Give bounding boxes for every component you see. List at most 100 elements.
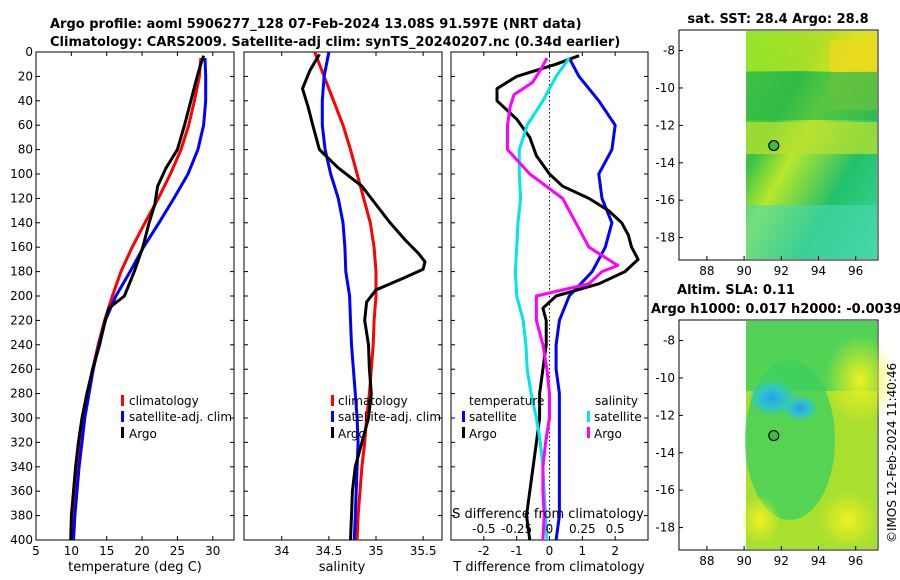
s-tick-label: -0.5	[472, 522, 495, 536]
temperature-lines	[69, 55, 208, 540]
salinity-panel: 34 34.5 35 35.5 salinity climatology satell…	[243, 51, 443, 575]
y-tick-label: 40	[18, 94, 33, 108]
legend-swatch-argo	[121, 427, 124, 438]
y-tick-label: 200	[10, 289, 33, 303]
x-tick-label: 20	[134, 544, 149, 558]
sst-map-panel: sat. SST: 28.4 Argo: 28.8 88 90 92 94 96 -8 -1…	[655, 12, 879, 278]
map-y-tick-label: -18	[655, 521, 675, 535]
x-tick-label: -1	[511, 544, 523, 558]
map-x-tick-label: 92	[774, 264, 789, 278]
s-tick-label: 0	[546, 522, 554, 536]
legend-label-s-satellite: satellite	[594, 410, 642, 424]
legend-label-t-satellite: satellite	[469, 410, 517, 424]
sla-yellow-south	[818, 492, 878, 548]
map-y-tick-label: -14	[655, 446, 675, 460]
x-tick-label: 15	[99, 544, 114, 558]
x-tick-label: 10	[64, 544, 79, 558]
map-x-tick-label: 94	[811, 554, 826, 568]
series-argo	[301, 53, 427, 540]
map-x-tick-label: 96	[848, 264, 863, 278]
salinity-legend: climatology satellite-adj. clim Argo	[331, 394, 441, 441]
legend-label-satellite: satellite-adj. clim	[338, 410, 441, 424]
depth-axis: 0 20 40 60 80 100 120 140 160 180 200 220 240 260 280 3…	[10, 45, 234, 547]
x-tick-label: -2	[478, 544, 490, 558]
y-tick-label: 340	[10, 460, 33, 474]
x-tick-label: 30	[205, 544, 220, 558]
y-tick-label: 400	[10, 533, 33, 547]
y-tick-label: 160	[10, 240, 33, 254]
difference-legend: temperature satellite Argo salinity sate…	[462, 394, 642, 441]
legend-label-argo: Argo	[129, 427, 157, 441]
y-tick-label: 320	[10, 435, 33, 449]
map-y-tick-label: -12	[655, 408, 675, 422]
x-tick-label: 35	[368, 544, 383, 558]
legend-label-argo: Argo	[338, 427, 366, 441]
legend-label-climatology: climatology	[338, 394, 408, 408]
salinity-axes-box	[243, 51, 443, 541]
sst-field	[746, 31, 877, 259]
difference-lines	[495, 54, 640, 540]
x-tick-label: 34	[274, 544, 289, 558]
legend-swatch-argo	[331, 427, 334, 438]
map-y-tick-label: -12	[655, 118, 675, 132]
s-tick-label: 0.25	[569, 522, 596, 536]
temperature-legend: climatology satellite-adj. clim Argo	[121, 394, 232, 441]
sla-map-panel: Altim. SLA: 0.11 Argo h1000: 0.017 h2000…	[651, 283, 900, 568]
y-tick-label: 100	[10, 167, 33, 181]
map-y-tick-label: -10	[655, 81, 675, 95]
series-t-argo	[495, 54, 640, 540]
y-tick-label: 20	[18, 69, 33, 83]
sla-map-subtitle: Argo h1000: 0.017 h2000: -0.0039	[651, 302, 900, 317]
y-tick-label: 140	[10, 216, 33, 230]
x-tick-label: 25	[170, 544, 185, 558]
x-tick-label: 5	[32, 544, 40, 558]
s-tick-label: -0.25	[501, 522, 532, 536]
sst-map-title: sat. SST: 28.4 Argo: 28.8	[687, 12, 868, 27]
salinity-xlabel: salinity	[319, 560, 366, 575]
y-tick-label: 360	[10, 484, 33, 498]
sst-green-band	[746, 72, 877, 120]
y-tick-label: 240	[10, 338, 33, 352]
legend-swatch-climatology	[331, 395, 334, 406]
map-x-tick-label: 88	[699, 264, 714, 278]
series-s-satellite	[513, 57, 571, 540]
difference-y-ticks	[451, 51, 648, 541]
legend-label-climatology: climatology	[129, 394, 199, 408]
y-tick-label: 0	[25, 45, 33, 59]
y-tick-label: 300	[10, 411, 33, 425]
y-tick-label: 180	[10, 265, 33, 279]
sst-map-ticks: 88 90 92 94 96 -8 -10 -12 -14 -16 -18	[655, 44, 863, 278]
series-climatology	[313, 52, 378, 540]
sla-yellow-southwest	[740, 495, 780, 545]
legend-label-t-argo: Argo	[469, 427, 497, 441]
map-x-tick-label: 94	[811, 264, 826, 278]
sst-yellow-band	[746, 122, 877, 154]
sla-map-ticks: 88 90 92 94 96 -8 -10 -12 -14 -16 -18	[655, 334, 863, 568]
legend-swatch-satellite	[121, 411, 124, 422]
series-argo	[69, 55, 206, 540]
y-tick-label: 120	[10, 191, 33, 205]
legend-label-s-argo: Argo	[594, 427, 622, 441]
x-tick-label: 0	[546, 544, 554, 558]
map-y-tick-label: -8	[663, 44, 675, 58]
sla-yellow-east	[825, 335, 895, 425]
x-tick-label: 1	[579, 544, 587, 558]
legend-title-temperature: temperature	[469, 394, 544, 408]
map-x-tick-label: 90	[736, 554, 751, 568]
x-tick-label: 2	[611, 544, 619, 558]
temperature-xlabel: temperature (deg C)	[68, 560, 202, 575]
x-tick-label: 35.5	[410, 544, 437, 558]
y-tick-label: 280	[10, 387, 33, 401]
map-y-tick-label: -10	[655, 371, 675, 385]
sla-blue-eddy-east	[782, 395, 818, 421]
y-tick-label: 260	[10, 362, 33, 376]
temperature-x-axis: 5 10 15 20 25 30	[32, 52, 220, 558]
y-tick-label: 220	[10, 313, 33, 327]
s-difference-label: S difference from climatology	[452, 507, 644, 522]
y-tick-label: 60	[18, 118, 33, 132]
y-tick-label: 380	[10, 509, 33, 523]
figure-title-line2: Climatology: CARS2009. Satellite-adj cli…	[50, 35, 620, 50]
legend-swatch-t-argo	[462, 427, 465, 438]
figure-title-line1: Argo profile: aoml 5906277_128 07-Feb-20…	[50, 17, 582, 32]
